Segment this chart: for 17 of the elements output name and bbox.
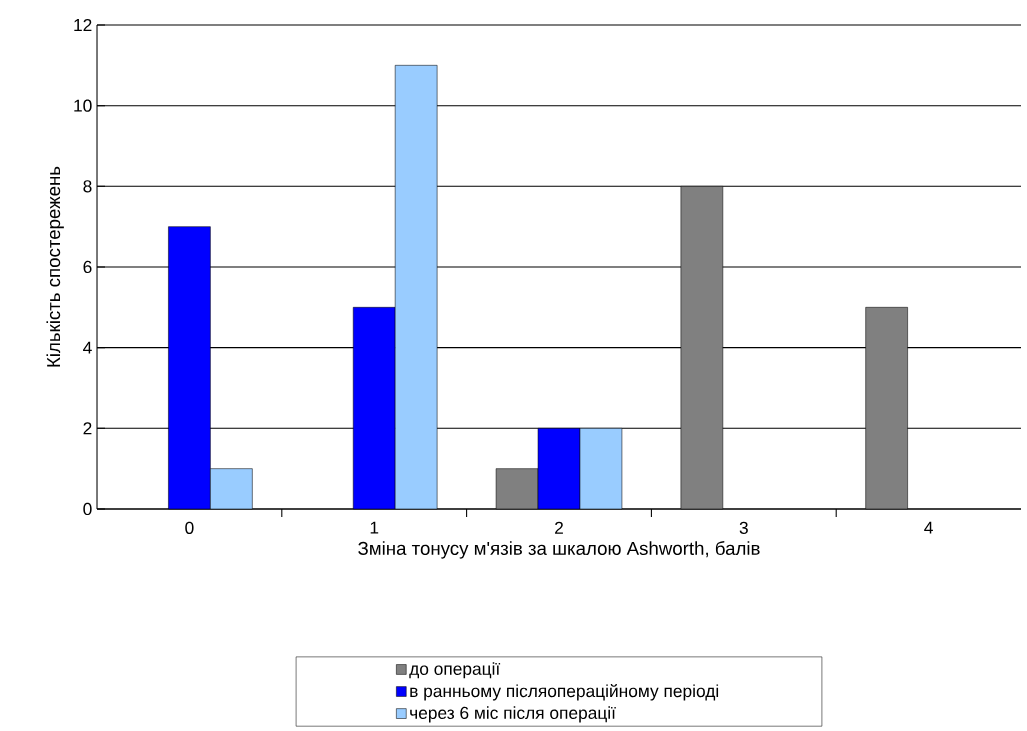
y-tick-label: 12 — [74, 18, 92, 32]
y-tick-label: 8 — [83, 180, 92, 193]
x-tick-label: 4 — [924, 521, 933, 534]
y-tick-label: 10 — [74, 99, 92, 112]
y-tick-label: 2 — [83, 422, 92, 435]
y-tick-label: 4 — [83, 341, 92, 354]
x-axis-title: Зміна тонусу м'язів за шкалою Ashworth, балів — [358, 541, 760, 559]
y-axis-title: Кількість спостережень — [46, 166, 64, 367]
legend-label: до операції — [409, 662, 501, 679]
x-tick-label: 1 — [370, 521, 379, 534]
x-tick-label: 3 — [739, 521, 748, 534]
x-tick-label: 0 — [185, 521, 194, 534]
y-tick-label: 0 — [83, 502, 92, 516]
x-tick-label: 2 — [555, 521, 563, 534]
legend-label: через 6 міс після операції — [410, 706, 616, 723]
y-tick-label: 6 — [83, 260, 92, 274]
legend-label: в ранньому післяопераційному періоді — [410, 684, 719, 701]
